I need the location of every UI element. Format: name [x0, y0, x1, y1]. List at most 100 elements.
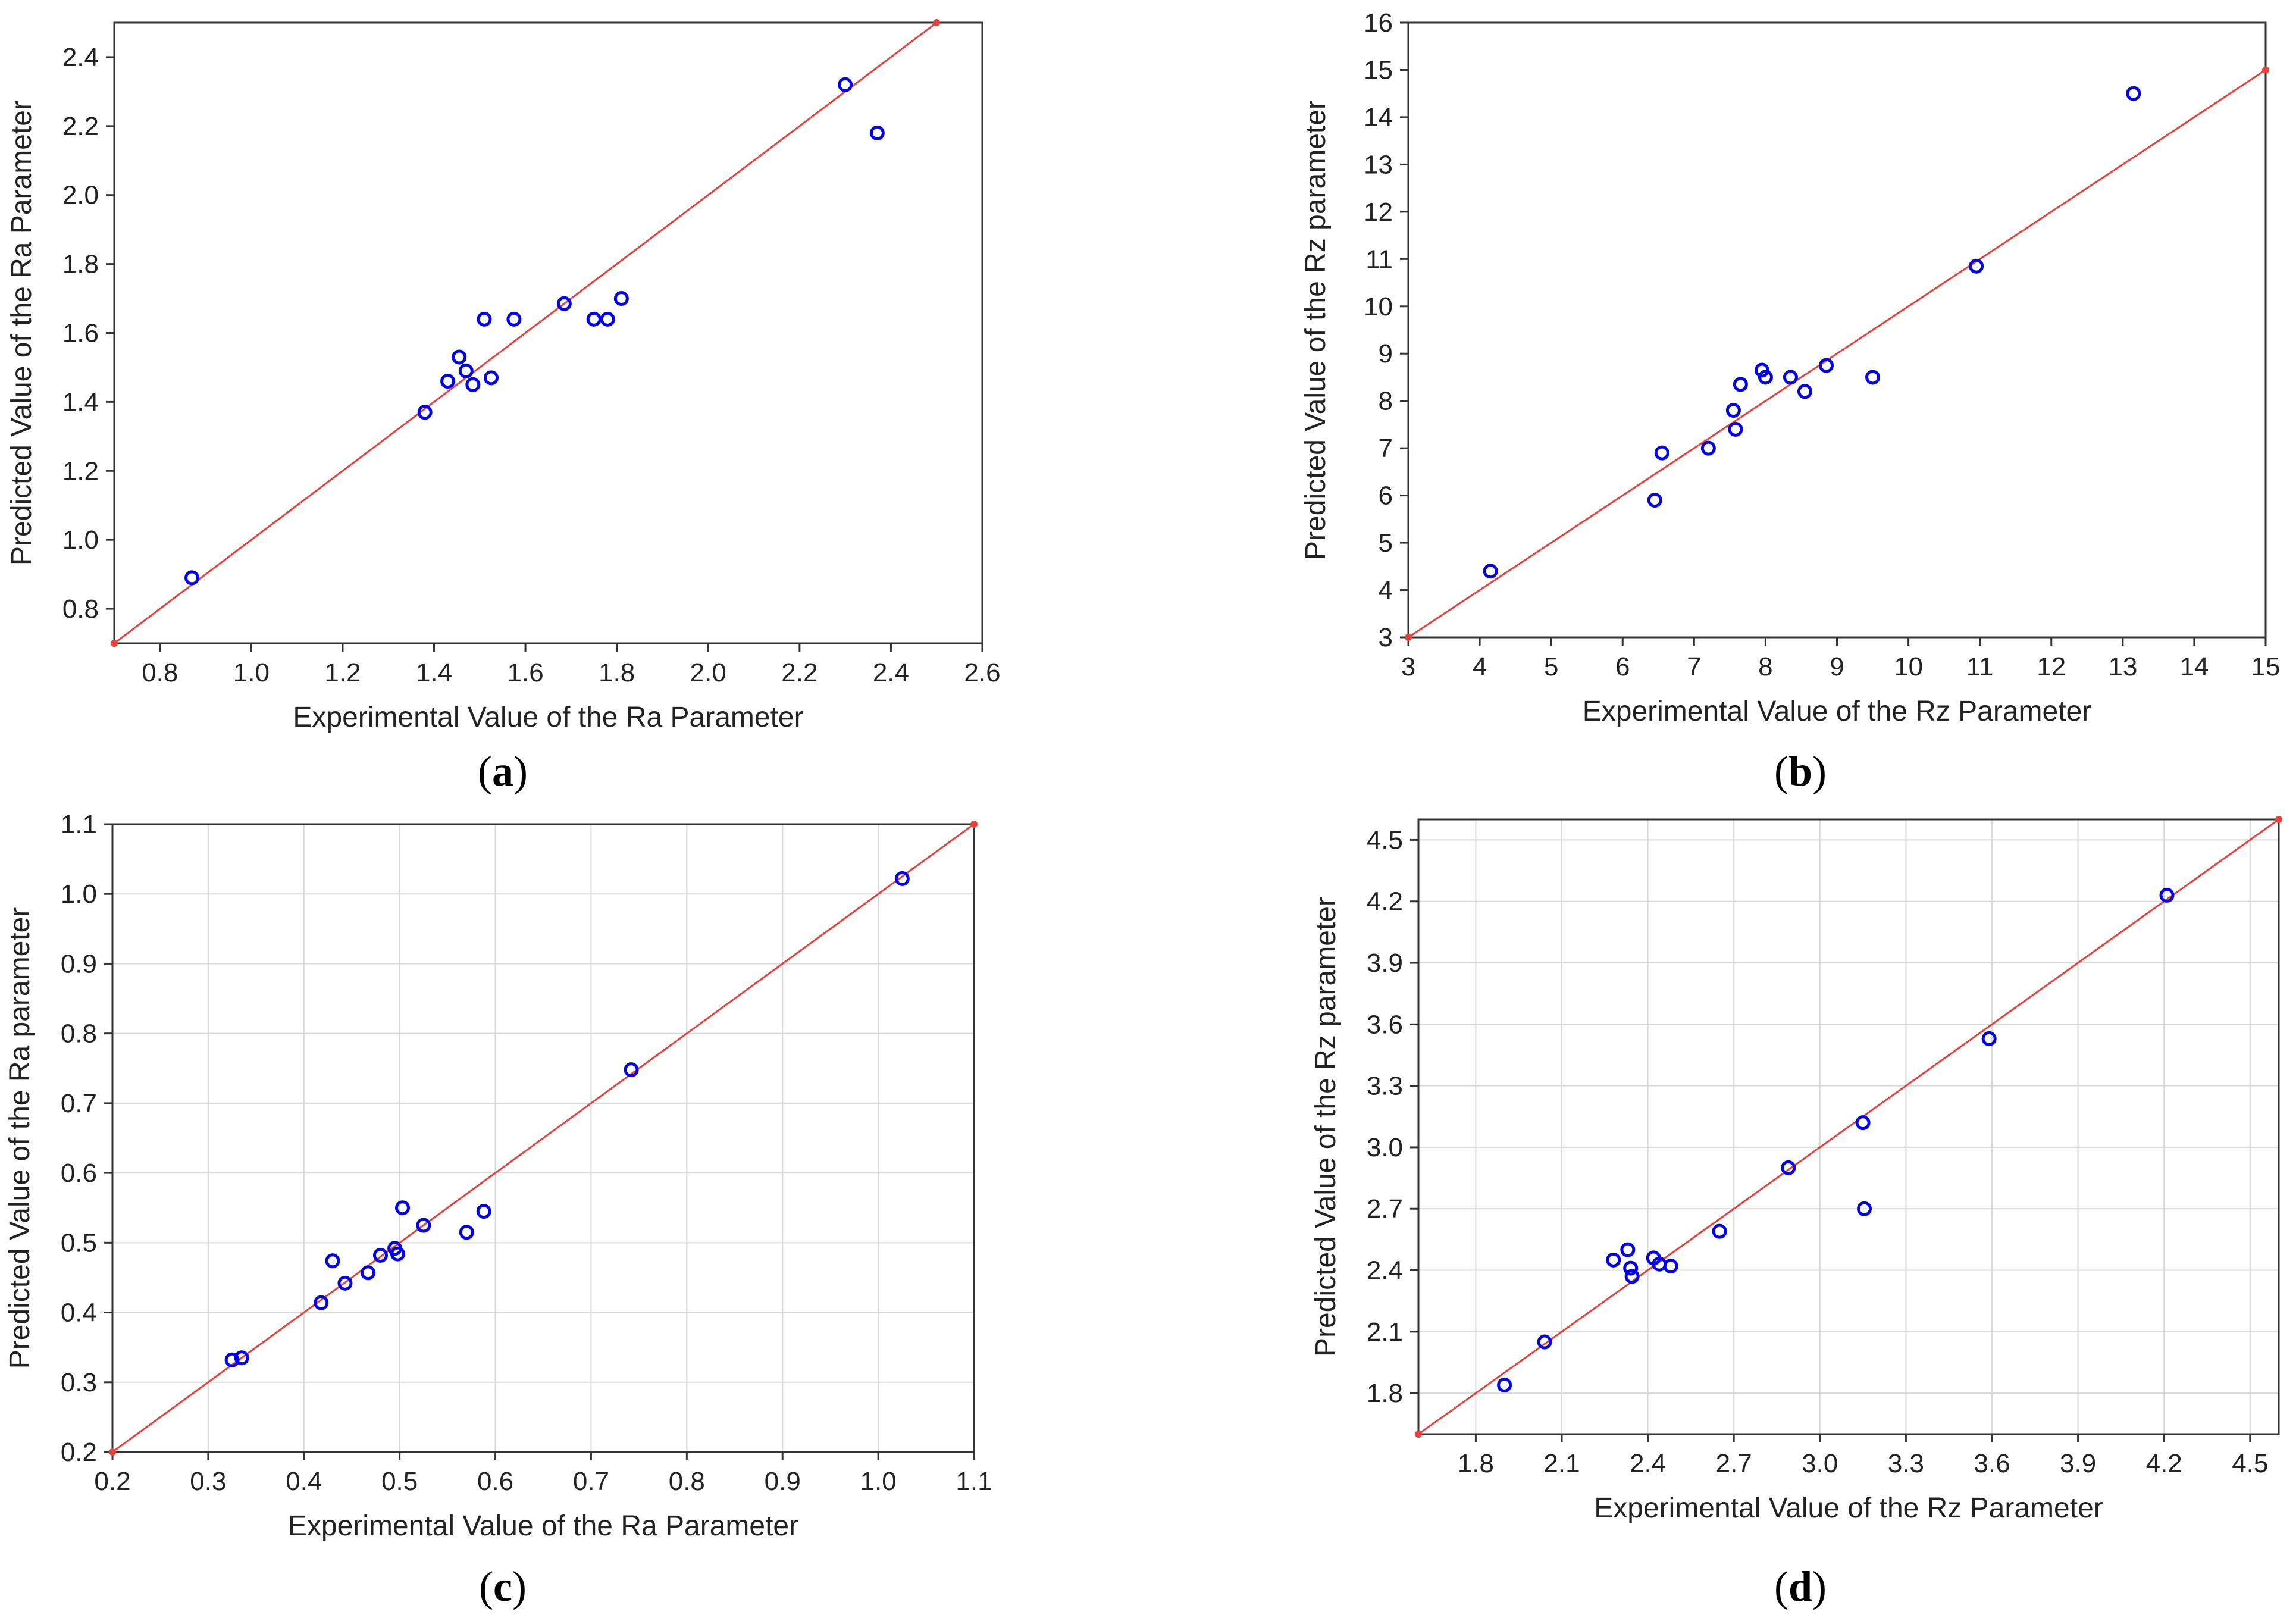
y-tick-label: 12: [1364, 198, 1393, 227]
plot-frame: [113, 21, 983, 644]
data-point: [476, 1204, 491, 1219]
data-point: [1712, 1223, 1727, 1239]
data-point: [184, 570, 200, 586]
y-tick-label: 0.7: [61, 1089, 97, 1118]
data-point: [586, 311, 602, 327]
x-tick-label: 0.6: [477, 1467, 513, 1496]
x-tick-label: 5: [1544, 652, 1558, 681]
y-tick-label: 15: [1364, 55, 1393, 85]
x-axis-title: Experimental Value of the Ra Parameter: [293, 702, 803, 733]
x-tick-label: 4.2: [2146, 1449, 2182, 1478]
y-tick-label: 13: [1364, 150, 1393, 179]
x-tick-label: 0.9: [765, 1467, 801, 1496]
data-point: [1855, 1115, 1871, 1131]
data-point: [1758, 370, 1773, 385]
y-tick-label: 2.4: [1367, 1256, 1403, 1285]
x-tick-label: 1.0: [860, 1467, 897, 1496]
data-point: [1781, 1160, 1796, 1175]
data-point: [1654, 445, 1669, 461]
x-tick-label: 4: [1473, 652, 1487, 681]
data-point: [1783, 370, 1798, 385]
fit-line-endpoint: [109, 1448, 116, 1456]
y-tick-label: 4.2: [1367, 887, 1403, 916]
fit-line-endpoint: [1415, 1431, 1422, 1438]
data-point: [1969, 258, 1984, 274]
data-point: [1754, 362, 1769, 378]
x-tick-label: 15: [2251, 652, 2281, 681]
data-point: [1865, 370, 1881, 385]
x-tick-label: 2.2: [781, 658, 817, 687]
x-tick-label: 9: [1830, 652, 1844, 681]
x-tick-label: 3.9: [2060, 1449, 2096, 1478]
data-point: [224, 1352, 240, 1367]
y-tick-label: 0.3: [61, 1368, 97, 1397]
y-tick-label: 1.1: [61, 810, 97, 839]
data-point: [465, 377, 481, 392]
x-tick-label: 3.3: [1888, 1449, 1924, 1478]
y-tick-label: 3: [1379, 623, 1393, 652]
x-tick-label: 0.4: [286, 1467, 322, 1496]
data-point: [459, 1225, 474, 1240]
data-point: [1700, 440, 1716, 456]
x-tick-label: 10: [1894, 652, 1923, 681]
y-axis-title: Predicted Value of the Ra parameter: [4, 907, 36, 1369]
x-tick-label: 2.1: [1543, 1449, 1580, 1478]
y-tick-label: 10: [1364, 292, 1393, 321]
fit-line-endpoint: [970, 821, 978, 828]
fit-line: [1418, 819, 2279, 1434]
data-point: [1620, 1242, 1636, 1257]
data-point: [372, 1247, 388, 1263]
y-tick-label: 4: [1379, 576, 1393, 605]
data-point: [2159, 887, 2175, 903]
y-tick-label: 8: [1379, 387, 1393, 416]
fit-line-endpoint: [933, 19, 941, 26]
y-tick-label: 1.8: [1367, 1379, 1403, 1408]
y-tick-label: 3.3: [1367, 1072, 1403, 1101]
y-tick-label: 0.9: [61, 949, 97, 978]
data-point: [417, 405, 433, 420]
panel-letter: a: [492, 747, 513, 795]
data-point: [361, 1265, 376, 1281]
fit-line: [1408, 69, 2266, 637]
plot-frame: [1407, 21, 2267, 639]
x-tick-label: 2.4: [1630, 1449, 1666, 1478]
data-point: [234, 1350, 249, 1366]
x-tick-label: 0.3: [190, 1467, 226, 1496]
x-tick-label: 2.7: [1716, 1449, 1752, 1478]
data-point: [1663, 1259, 1678, 1274]
data-point: [600, 311, 615, 327]
y-tick-label: 1.6: [62, 319, 99, 348]
chart-panel-c: 0.2 0.3 0.4 0.5 0.6 0.7 0.8 0.9 1.0 1.1 0.2 0.3 0.4 0…: [4, 810, 992, 1610]
fit-line: [114, 23, 938, 643]
y-tick-label: 5: [1379, 528, 1393, 558]
y-tick-label: 0.5: [61, 1228, 97, 1257]
x-tick-label: 3: [1401, 652, 1415, 681]
y-tick-label: 1.4: [62, 387, 99, 417]
data-point: [1728, 421, 1743, 437]
y-tick-label: 16: [1364, 8, 1393, 37]
data-point: [1497, 1377, 1512, 1392]
x-axis-title: Experimental Value of the Rz Parameter: [1583, 696, 2092, 727]
x-tick-label: 1.2: [324, 658, 361, 687]
x-tick-label: 0.5: [381, 1467, 418, 1496]
x-tick-label: 0.8: [142, 658, 178, 687]
chart-panel-d: 1.8 2.1 2.4 2.7 3.0 3.3 3.6 3.9 4.2 4.5 1.8 2.1 2.4 2…: [1310, 816, 2282, 1610]
data-point: [2126, 86, 2141, 101]
panel-letter: c: [493, 1563, 512, 1610]
x-tick-label: 2.4: [873, 658, 909, 687]
x-tick-label: 3.0: [1802, 1449, 1838, 1478]
panel-label: (b): [1774, 747, 1827, 795]
plot-frame: [1417, 818, 2280, 1435]
data-point: [506, 311, 522, 327]
y-tick-label: 11: [1365, 245, 1393, 274]
y-tick-label: 0.6: [61, 1159, 97, 1188]
x-tick-label: 11: [1966, 652, 1994, 681]
data-point: [1623, 1260, 1639, 1276]
fit-line-endpoint: [2275, 816, 2282, 823]
data-point: [458, 363, 474, 378]
x-tick-label: 8: [1758, 652, 1772, 681]
x-tick-label: 1.6: [508, 658, 544, 687]
x-tick-label: 1.8: [599, 658, 635, 687]
data-point: [1981, 1031, 1997, 1046]
